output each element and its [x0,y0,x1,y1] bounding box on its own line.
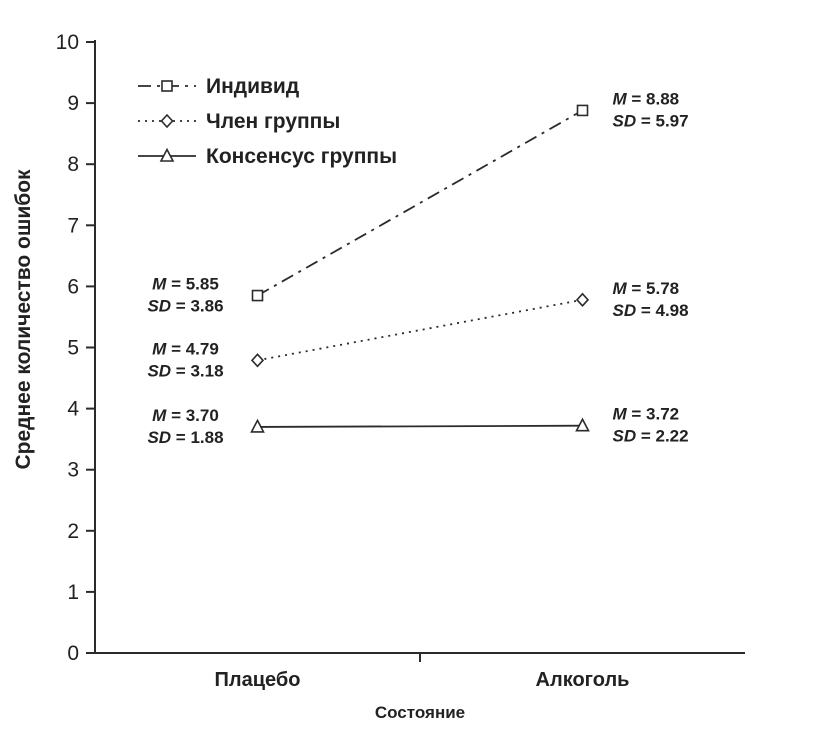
data-point-marker-triangle [250,418,265,433]
stat-sd-label: SD = 3.86 [147,297,223,316]
series-1 [251,104,589,302]
annotations: M = 5.85 SD = 3.86 M = 8.88 SD = 5.97 M = 4.… [147,89,688,446]
data-point-marker-square [576,104,589,117]
axes: 0 1 2 3 4 5 6 7 8 9 10 Плацебо Алкоголь Состояние Сред… [12,31,745,722]
y-tick-label: 0 [67,642,79,665]
data-point-marker-diamond [575,292,590,308]
stat-sd-label: SD = 1.88 [147,428,223,447]
data-point-marker-diamond [160,113,174,129]
x-axis-title: Состояние [375,703,465,722]
stat-sd-label: SD = 5.97 [613,111,689,130]
y-tick-label: 9 [67,92,79,115]
y-tick-label: 7 [67,214,79,237]
stat-sd-label: SD = 4.98 [613,301,689,320]
series-line [257,109,583,297]
series-line [257,424,583,428]
stat-mean-label: M = 3.72 [613,405,680,424]
legend-item: Член группы [138,110,340,133]
y-tick-label: 8 [67,153,79,176]
stat-sd-label: SD = 2.22 [613,427,689,446]
category-label: Плацебо [215,669,301,691]
series-3 [250,417,590,433]
stat-mean-label: M = 5.78 [613,279,680,298]
legend-label: Член группы [206,110,340,133]
legend-label: Консенсус группы [206,145,397,168]
stat-mean-label: M = 5.85 [152,275,219,294]
category-label: Алкоголь [536,669,630,691]
legend: Индивид Член группы Консенсус группы [138,75,397,168]
stat-sd-label: SD = 3.18 [147,361,223,380]
data-point-marker-triangle [575,417,590,432]
legend-item: Индивид [138,75,299,98]
y-tick-label: 5 [67,337,79,360]
y-tick-label: 4 [67,398,79,421]
series-line [257,298,583,362]
data-point-marker-square [161,80,173,92]
y-tick-label: 10 [56,31,79,54]
data-point-marker-diamond [250,353,265,368]
y-tick-label: 6 [67,275,79,298]
data-point-marker-triangle [159,147,175,162]
y-axis-title: Среднее количество ошибок [12,169,35,470]
stat-mean-label: M = 3.70 [152,406,219,425]
legend-label: Индивид [206,75,299,98]
series-2 [250,292,590,368]
y-tick-label: 3 [67,459,79,482]
y-tick-label: 1 [67,581,79,604]
data-point-marker-square [251,289,264,302]
stat-mean-label: M = 8.88 [613,89,680,108]
legend-item: Консенсус группы [138,145,397,168]
stat-mean-label: M = 4.79 [152,339,219,358]
y-tick-label: 2 [67,520,79,543]
